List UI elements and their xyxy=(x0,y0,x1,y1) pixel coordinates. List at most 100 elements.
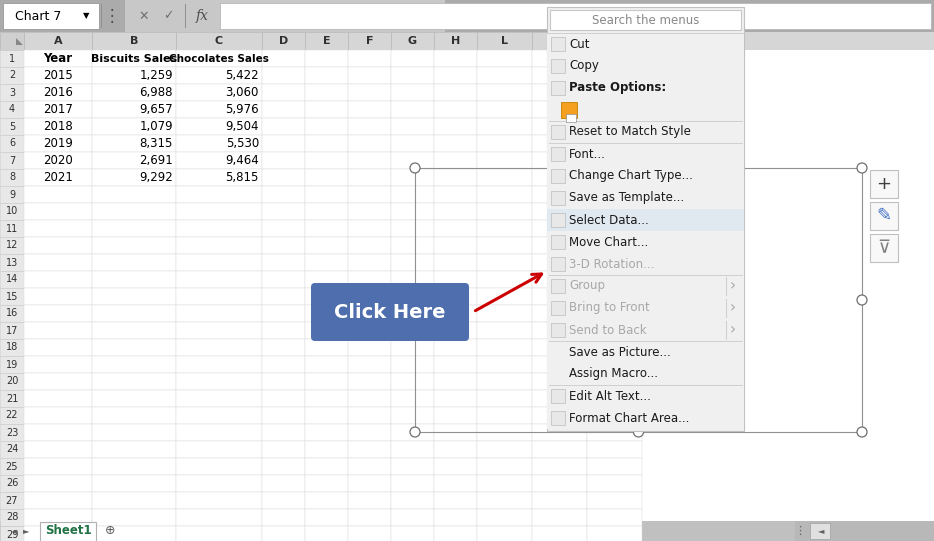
Bar xyxy=(262,135,305,152)
Circle shape xyxy=(410,427,420,437)
Bar xyxy=(415,168,862,432)
Bar xyxy=(24,203,92,220)
Text: F: F xyxy=(366,36,374,46)
Bar xyxy=(24,101,92,118)
Bar xyxy=(262,288,305,305)
Bar xyxy=(262,526,305,541)
Bar xyxy=(92,492,176,509)
Bar xyxy=(0,203,24,220)
Bar xyxy=(532,203,587,220)
Bar xyxy=(477,390,532,407)
Bar xyxy=(434,271,477,288)
Bar xyxy=(587,424,642,441)
Bar xyxy=(587,84,642,101)
Bar xyxy=(262,458,305,475)
Bar xyxy=(92,407,176,424)
Bar xyxy=(551,301,565,315)
Bar xyxy=(305,135,348,152)
Bar xyxy=(870,202,898,230)
Bar xyxy=(477,339,532,356)
Bar xyxy=(434,152,477,169)
Bar xyxy=(434,407,477,424)
Bar xyxy=(551,81,565,95)
Text: Cut: Cut xyxy=(569,37,589,50)
Bar xyxy=(391,271,434,288)
Bar xyxy=(434,458,477,475)
Bar xyxy=(262,271,305,288)
Circle shape xyxy=(410,295,420,305)
Bar xyxy=(551,389,565,403)
Bar xyxy=(262,118,305,135)
Bar xyxy=(0,407,24,424)
Bar xyxy=(348,339,391,356)
Bar xyxy=(434,475,477,492)
Text: 2017: 2017 xyxy=(43,103,73,116)
Bar xyxy=(532,492,587,509)
Bar xyxy=(434,509,477,526)
Bar xyxy=(348,186,391,203)
Text: G: G xyxy=(408,36,417,46)
Bar xyxy=(24,220,92,237)
Bar xyxy=(0,101,24,118)
Bar xyxy=(434,339,477,356)
Bar xyxy=(92,169,176,186)
Bar xyxy=(262,50,305,67)
Bar xyxy=(587,203,642,220)
Text: 2016: 2016 xyxy=(43,86,73,99)
Text: 18: 18 xyxy=(6,342,18,353)
Bar xyxy=(391,441,434,458)
Bar xyxy=(305,67,348,84)
Bar xyxy=(0,509,24,526)
Bar xyxy=(0,32,24,50)
Bar xyxy=(391,390,434,407)
Bar xyxy=(434,492,477,509)
Bar xyxy=(24,339,92,356)
Text: 4: 4 xyxy=(9,104,15,115)
Bar xyxy=(0,441,24,458)
Bar xyxy=(795,521,934,541)
Bar xyxy=(92,390,176,407)
Text: ⋮: ⋮ xyxy=(795,526,805,536)
Bar xyxy=(547,253,744,275)
Text: 14: 14 xyxy=(6,274,18,285)
Text: E: E xyxy=(322,36,331,46)
Text: ⊕: ⊕ xyxy=(105,525,115,538)
Bar xyxy=(391,407,434,424)
Text: 9,504: 9,504 xyxy=(225,120,259,133)
Bar xyxy=(477,424,532,441)
Bar xyxy=(305,475,348,492)
Bar xyxy=(551,59,565,73)
Bar xyxy=(551,37,565,51)
Text: ◄: ◄ xyxy=(11,526,17,536)
Text: ⋮: ⋮ xyxy=(104,7,120,25)
Bar xyxy=(348,254,391,271)
Bar xyxy=(551,147,565,161)
Bar xyxy=(262,305,305,322)
Bar xyxy=(176,32,262,50)
Bar xyxy=(587,441,642,458)
Text: 3: 3 xyxy=(9,88,15,97)
Bar xyxy=(434,135,477,152)
Bar xyxy=(0,373,24,390)
Bar xyxy=(551,213,565,227)
Bar xyxy=(305,84,348,101)
Bar xyxy=(3,3,99,29)
Bar xyxy=(305,203,348,220)
Bar xyxy=(532,169,587,186)
Bar xyxy=(92,441,176,458)
Bar xyxy=(0,67,24,84)
Bar xyxy=(561,102,577,118)
Bar xyxy=(348,492,391,509)
Text: Save as Picture...: Save as Picture... xyxy=(569,346,671,359)
Bar xyxy=(810,523,830,539)
Bar xyxy=(24,32,92,50)
Text: 12: 12 xyxy=(6,241,18,250)
Bar xyxy=(92,322,176,339)
Bar xyxy=(24,373,92,390)
Bar xyxy=(551,191,565,205)
Bar xyxy=(434,237,477,254)
Bar xyxy=(532,424,587,441)
Bar xyxy=(477,203,532,220)
Bar xyxy=(262,67,305,84)
Bar xyxy=(176,203,262,220)
